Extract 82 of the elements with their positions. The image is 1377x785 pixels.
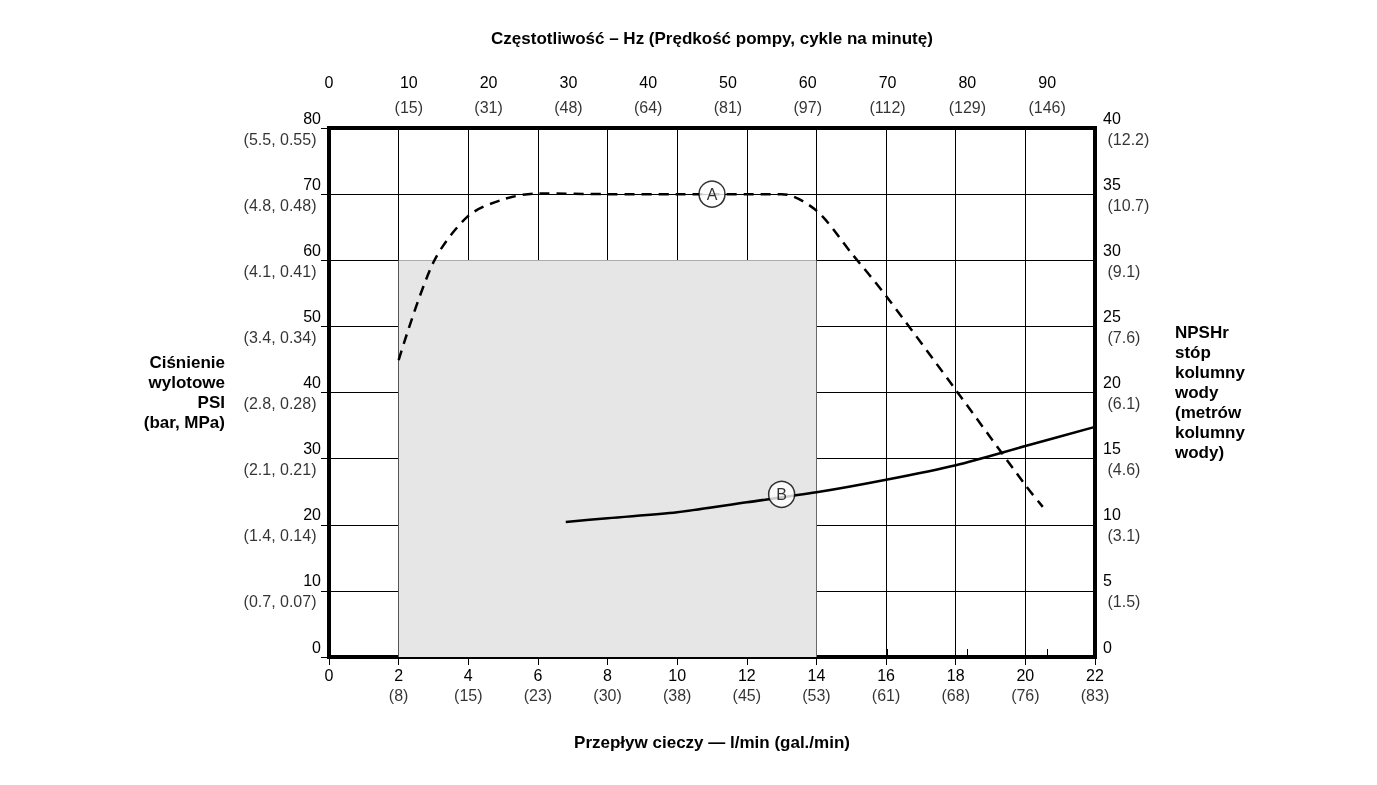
y-tick-label: 30 [303, 440, 322, 458]
x2-tick-label: 10 [399, 73, 418, 91]
text: (0.7, 0.07) [243, 593, 317, 611]
x-tick-label: 14 [807, 666, 826, 684]
text: (1.5) [1107, 593, 1141, 611]
x2-tick-label: 0 [324, 73, 334, 91]
y-tick-label: 70 [303, 175, 322, 193]
y-tick-label: 0 [312, 638, 322, 656]
text: (38) [662, 687, 692, 704]
text: (4.8, 0.48) [243, 196, 317, 214]
text: (146) [1028, 99, 1066, 116]
x-tick-label: 18 [946, 666, 965, 684]
text: (30) [593, 687, 622, 704]
text: (53) [802, 687, 831, 704]
y2-tick-label: 35 [1103, 175, 1121, 193]
text: (9.1) [1107, 262, 1141, 280]
y-tick-label: 80 [303, 109, 322, 127]
y2-tick-label: 25 [1103, 307, 1121, 325]
text: (81) [713, 99, 743, 116]
text: (112) [869, 99, 906, 116]
y-tick-label: 10 [303, 572, 322, 590]
text: (2.8, 0.28) [243, 395, 317, 412]
text: (8) [388, 687, 409, 704]
x-tick-label: 8 [603, 666, 613, 684]
text: (5.5, 0.55) [243, 130, 317, 148]
x-tick-label: 22 [1086, 666, 1104, 684]
x-tick-label: 4 [463, 666, 473, 684]
text: (61) [871, 687, 901, 704]
text: (2.1, 0.21) [243, 461, 317, 479]
y2-tick-label: 30 [1103, 241, 1121, 259]
x2-tick-label: 70 [878, 73, 897, 91]
x-tick-label: 2 [394, 666, 404, 684]
y2-tick-label: 20 [1103, 374, 1121, 391]
y-tick-label: 50 [303, 307, 322, 325]
text: (7.6) [1107, 328, 1141, 346]
x2-tick-label: 40 [639, 73, 658, 91]
x-tick-label: 10 [668, 666, 687, 684]
text: (83) [1080, 687, 1110, 704]
text: (12.2) [1107, 130, 1150, 148]
x2-tick-label: 20 [479, 73, 498, 91]
y-tick-label: 20 [303, 506, 322, 524]
text: (76) [1011, 687, 1040, 704]
text: (48) [554, 99, 583, 116]
x2-tick-label: 90 [1038, 73, 1057, 91]
x2-tick-label: 60 [798, 73, 817, 91]
x-tick-label: 20 [1016, 666, 1035, 684]
text: (10.7) [1107, 196, 1150, 214]
y-tick-label: 60 [303, 241, 322, 259]
y-tick-label: 40 [303, 374, 322, 391]
x2-axis-title: Częstotliwość – Hz (Prędkość pompy, cykle na minutę) [491, 28, 933, 48]
text: (45) [732, 687, 762, 704]
text: (129) [948, 99, 987, 116]
text: (4.1, 0.41) [243, 262, 317, 280]
x-tick-label: 0 [324, 666, 334, 684]
text: (68) [941, 687, 970, 704]
x2-tick-label: 80 [958, 73, 977, 91]
y2-axis-title: NPSHr stóp kolumny wody (metrów kolumny wody) [1174, 323, 1246, 462]
text: (23) [523, 687, 553, 704]
text: (15) [454, 687, 483, 704]
y2-tick-label: 10 [1103, 506, 1121, 524]
x-axis-title: Przepływ cieczy — l/min (gal./min) [574, 732, 850, 752]
y2-tick-label: 40 [1103, 109, 1121, 127]
text: (4.6) [1107, 461, 1141, 479]
x2-tick-label: 30 [559, 73, 578, 91]
text: (1.4, 0.14) [243, 527, 317, 545]
text: (15) [394, 99, 424, 116]
text: (64) [633, 99, 663, 116]
x-tick-label: 6 [533, 666, 543, 684]
text: (3.1) [1107, 527, 1141, 545]
x-tick-label: 12 [737, 666, 756, 684]
text: (97) [793, 99, 822, 116]
text: (3.4, 0.34) [243, 328, 317, 346]
x-tick-label: 16 [877, 666, 896, 684]
y2-tick-label: 5 [1103, 572, 1112, 590]
x2-tick-label: 50 [719, 73, 737, 91]
annotation: B [776, 485, 787, 503]
annotation: A [706, 185, 718, 203]
y2-tick-label: 0 [1103, 638, 1112, 656]
text: (6.1) [1107, 395, 1141, 412]
text: (31) [474, 99, 503, 116]
y2-tick-label: 15 [1103, 440, 1121, 458]
y-axis-title: Ciśnienie wylotowe PSI (bar, MPa) [143, 353, 225, 432]
